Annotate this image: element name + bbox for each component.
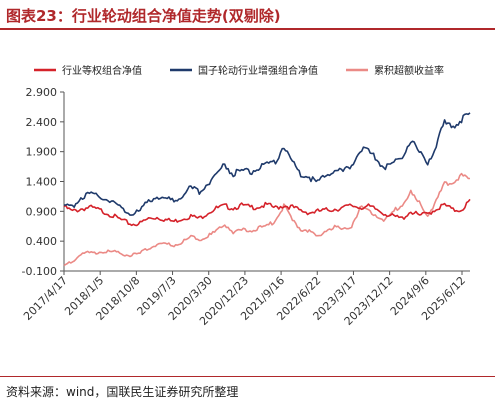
source-note: 资料来源：wind，国联民生证券研究所整理 [6,385,239,399]
figure-title-bar: 图表23：行业轮动组合净值走势(双剔除) [0,0,495,30]
y-tick-label-4: 1.400 [26,176,58,189]
legend-label-3: 累积超额收益率 [374,64,444,77]
y-axis: -0.100 0.400 0.900 1.400 1.900 2.400 2.900 [22,86,65,278]
y-tick-label-6: 2.400 [26,116,58,129]
y-tick-label-2: 0.400 [26,235,58,248]
x-tick-label-1: 2017/4/17 [21,274,70,323]
figure-title: 图表23：行业轮动组合净值走势(双剔除) [6,7,281,25]
chart-legend: 行业等权组合净值 国子轮动行业增强组合净值 累积超额收益率 [34,64,444,77]
line-chart: 行业等权组合净值 国子轮动行业增强组合净值 累积超额收益率 -0.100 0.400 0… [21,64,471,328]
y-tick-label-1: -0.100 [22,265,57,278]
legend-label-2: 国子轮动行业增强组合净值 [198,64,318,77]
y-tick-label-5: 1.900 [26,146,58,159]
series-line-1 [63,198,471,227]
series-line-3 [63,172,470,267]
legend-label-1: 行业等权组合净值 [62,64,142,77]
footer-divider [0,376,495,377]
y-tick-label-7: 2.900 [26,86,58,99]
series-line-2 [63,112,471,216]
y-tick-label-3: 0.900 [26,205,58,218]
x-axis: 2017/4/172018/1/52018/10/82019/7/32020/3… [21,270,470,328]
series-lines [63,112,471,267]
